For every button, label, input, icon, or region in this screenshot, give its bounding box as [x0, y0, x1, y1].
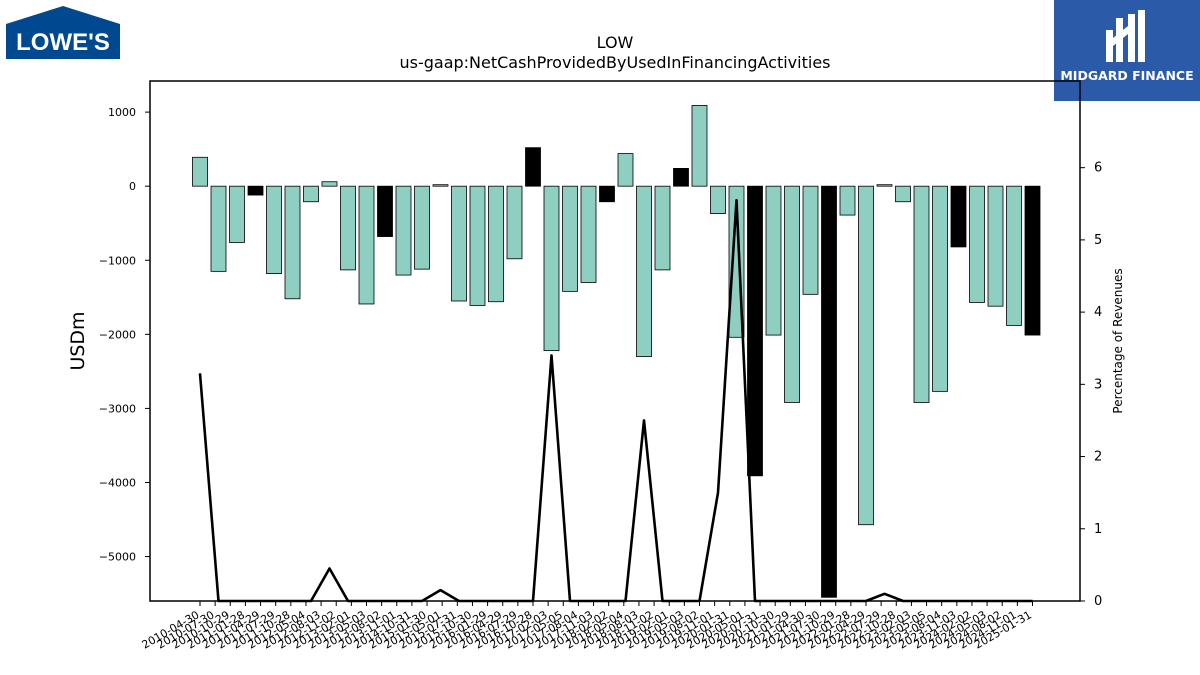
bar	[765, 185, 782, 336]
y2-tick-label: 1	[1094, 522, 1102, 537]
bar	[210, 185, 227, 272]
chart-subtitle: us-gaap:NetCashProvidedByUsedInFinancing…	[399, 53, 830, 72]
bar	[525, 147, 541, 187]
bar	[987, 185, 1004, 307]
bar	[969, 185, 985, 303]
bar	[266, 185, 282, 274]
bar	[1006, 185, 1022, 326]
line-point	[440, 589, 441, 591]
line-point	[551, 354, 552, 356]
bar	[654, 185, 671, 271]
bar	[340, 185, 356, 271]
bar	[506, 185, 523, 260]
line-point	[884, 593, 885, 595]
bar	[617, 153, 634, 187]
midgard-finance-logo: MIDGARD FINANCE	[1054, 0, 1200, 101]
lowes-logo-text: LOWE'S	[16, 29, 110, 56]
bar	[377, 185, 393, 237]
y2-axis: 0 1 2 3 4 5 6	[1080, 161, 1102, 609]
bar	[802, 185, 819, 295]
bar	[599, 185, 615, 203]
bar	[284, 185, 301, 300]
chart-title: LOW	[597, 33, 634, 52]
bar	[358, 185, 375, 305]
line-point	[199, 373, 201, 374]
y2-tick-label: 5	[1094, 233, 1102, 248]
bar	[710, 185, 726, 214]
bar	[303, 185, 319, 203]
line-series	[198, 198, 1033, 603]
line-point	[736, 199, 737, 201]
bar	[229, 185, 245, 243]
bar	[691, 105, 708, 187]
line-point	[717, 492, 719, 494]
y2-tick-label: 0	[1094, 594, 1102, 609]
bar	[876, 184, 893, 187]
midgard-finance-text: MIDGARD FINANCE	[1060, 68, 1194, 83]
y-tick-label: −2000	[99, 328, 136, 341]
bar	[562, 185, 578, 292]
bar	[895, 185, 911, 203]
bar-series	[192, 105, 1041, 598]
line-point	[329, 568, 330, 569]
bar	[543, 185, 560, 352]
lowes-logo: LOWE'S	[6, 6, 120, 59]
bar	[451, 185, 467, 302]
bar	[580, 185, 597, 283]
bar	[395, 185, 412, 276]
bar	[673, 168, 689, 187]
bar	[784, 185, 800, 403]
bar	[432, 184, 449, 187]
y-axis: 1000 0 −1000 −2000 −3000 −4000 −5000	[99, 106, 150, 564]
bar	[932, 185, 948, 392]
y-axis-label: USDm	[67, 311, 89, 370]
bar	[247, 185, 264, 196]
bar	[321, 181, 338, 187]
bar	[414, 185, 430, 270]
bar	[747, 185, 763, 477]
y2-tick-label: 3	[1094, 377, 1102, 392]
y-tick-label: −4000	[99, 476, 136, 489]
bar	[192, 156, 208, 187]
y-tick-label: 0	[129, 180, 136, 193]
bar	[1024, 185, 1041, 336]
bar	[950, 185, 967, 248]
bar	[839, 185, 856, 216]
x-axis: 2010-04-302010-07-302010-10-292011-01-28…	[140, 601, 1034, 652]
line-point	[643, 419, 645, 421]
y2-axis-label: Percentage of Revenues	[1111, 268, 1125, 413]
bar	[488, 185, 504, 303]
bar	[469, 185, 486, 306]
bar	[821, 185, 837, 598]
line-series-path	[198, 198, 1033, 603]
bar	[858, 185, 874, 526]
y2-tick-label: 2	[1094, 450, 1102, 465]
bar	[636, 185, 652, 357]
y-tick-label: −3000	[99, 402, 136, 415]
y-tick-label: 1000	[108, 106, 136, 119]
y2-tick-label: 6	[1094, 161, 1102, 176]
y-tick-label: −5000	[99, 551, 136, 564]
y-tick-label: −1000	[99, 254, 136, 267]
y2-tick-label: 4	[1094, 305, 1102, 320]
bar	[913, 185, 930, 403]
plot-frame	[149, 80, 1081, 602]
